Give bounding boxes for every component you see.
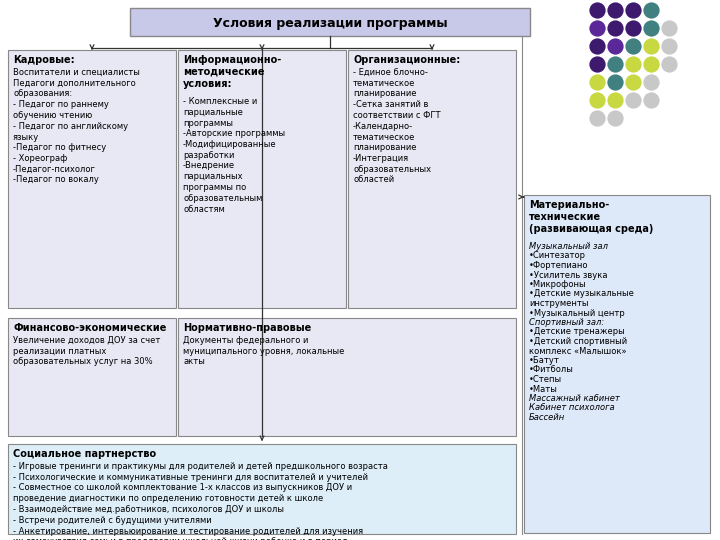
Point: [591, 6, 603, 15]
Bar: [130, 8, 530, 36]
Text: Музыкальный зал: Музыкальный зал: [529, 242, 608, 251]
Text: •Микрофоны: •Микрофоны: [529, 280, 587, 289]
Text: Кабинет психолога: Кабинет психолога: [529, 403, 615, 413]
Point: [609, 114, 621, 123]
Text: комплекс «Малышок»: комплекс «Малышок»: [529, 347, 626, 355]
Point: [591, 42, 603, 50]
Point: [663, 42, 675, 50]
Point: [591, 114, 603, 123]
Point: [609, 24, 621, 32]
Text: •Синтезатор: •Синтезатор: [529, 252, 586, 260]
Point: [645, 96, 657, 104]
Bar: [178, 318, 516, 436]
Text: Массажный кабинет: Массажный кабинет: [529, 394, 620, 403]
Point: [627, 96, 639, 104]
Text: Бассейн: Бассейн: [529, 413, 565, 422]
Point: [609, 42, 621, 50]
Text: •Музыкальный центр: •Музыкальный центр: [529, 308, 625, 318]
Text: Организационные:: Организационные:: [353, 55, 460, 65]
Text: Нормативно-правовые: Нормативно-правовые: [183, 323, 311, 333]
Text: Спортивный зал:: Спортивный зал:: [529, 318, 604, 327]
Text: •Маты: •Маты: [529, 384, 558, 394]
Point: [609, 96, 621, 104]
Point: [591, 96, 603, 104]
Text: - Игровые тренинги и практикумы для родителей и детей предшкольного возраста
- П: - Игровые тренинги и практикумы для роди…: [13, 462, 388, 540]
Bar: [348, 50, 516, 308]
Text: •Усилитель звука: •Усилитель звука: [529, 271, 608, 280]
Point: [627, 6, 639, 15]
Text: Кадровые:: Кадровые:: [13, 55, 75, 65]
Point: [609, 6, 621, 15]
Bar: [8, 444, 516, 534]
Text: •Детские тренажеры: •Детские тренажеры: [529, 327, 625, 336]
Text: •Детский спортивный: •Детский спортивный: [529, 337, 627, 346]
Text: Условия реализации программы: Условия реализации программы: [212, 17, 447, 30]
Point: [645, 78, 657, 86]
Bar: [524, 195, 710, 533]
Point: [645, 24, 657, 32]
Text: •Детские музыкальные: •Детские музыкальные: [529, 289, 634, 299]
Point: [591, 78, 603, 86]
Point: [627, 24, 639, 32]
Text: •Фортепиано: •Фортепиано: [529, 261, 588, 270]
Point: [591, 60, 603, 69]
Point: [645, 42, 657, 50]
Point: [663, 60, 675, 69]
Point: [609, 78, 621, 86]
Text: инструменты: инструменты: [529, 299, 588, 308]
Text: Финансово-экономические: Финансово-экономические: [13, 323, 166, 333]
Text: Материально-
технические
(развивающая среда): Материально- технические (развивающая ср…: [529, 200, 653, 234]
Text: - Комплексные и
парциальные
программы
-Авторские программы
-Модифицированные
раз: - Комплексные и парциальные программы -А…: [183, 97, 285, 213]
Text: •Батут: •Батут: [529, 356, 560, 365]
Bar: [178, 50, 346, 308]
Bar: [8, 318, 176, 436]
Text: Воспитатели и специалисты
Педагоги дополнительного
образования:
- Педагог по ран: Воспитатели и специалисты Педагоги допол…: [13, 68, 140, 185]
Text: Увеличение доходов ДОУ за счет
реализации платных
образовательных услуг на 30%: Увеличение доходов ДОУ за счет реализаци…: [13, 336, 161, 367]
Text: Информационно-
методические
условия:: Информационно- методические условия:: [183, 55, 282, 89]
Bar: [8, 50, 176, 308]
Point: [663, 24, 675, 32]
Text: •Степы: •Степы: [529, 375, 562, 384]
Point: [591, 24, 603, 32]
Point: [627, 42, 639, 50]
Text: •Фитболы: •Фитболы: [529, 366, 574, 375]
Point: [645, 60, 657, 69]
Text: Социальное партнерство: Социальное партнерство: [13, 449, 156, 459]
Text: Документы федерального и
муниципального уровня, локальные
акты: Документы федерального и муниципального …: [183, 336, 344, 367]
Text: - Единое блочно-
тематическое
планирование
-Сетка занятий в
соответствии с ФГТ
-: - Единое блочно- тематическое планирован…: [353, 68, 441, 185]
Point: [627, 78, 639, 86]
Point: [609, 60, 621, 69]
Point: [627, 60, 639, 69]
Point: [645, 6, 657, 15]
